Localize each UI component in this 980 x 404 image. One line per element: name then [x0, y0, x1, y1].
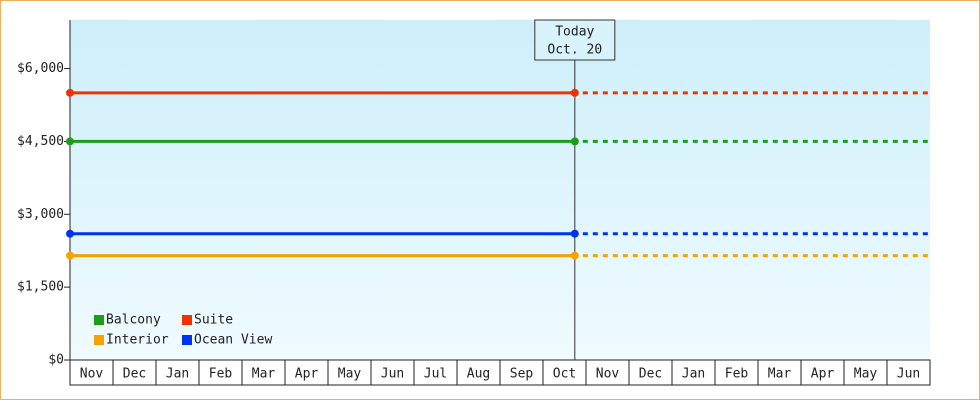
- x-cell: [542, 359, 587, 386]
- x-cell: [800, 359, 845, 386]
- point: [66, 137, 74, 146]
- x-tick-label: May: [338, 367, 362, 382]
- x-tick-label: Jun: [897, 367, 920, 382]
- legend-label: Suite: [194, 313, 233, 328]
- x-tick-label: Oct: [553, 367, 576, 382]
- x-cell: [456, 359, 501, 386]
- x-cell: [757, 359, 802, 386]
- point: [570, 229, 579, 238]
- x-tick-label: Jan: [682, 367, 705, 382]
- legend-swatch: [94, 315, 104, 325]
- point: [66, 229, 74, 238]
- x-tick-label: Apr: [811, 367, 835, 382]
- x-tick-label: Feb: [725, 367, 749, 382]
- x-cell: [370, 359, 415, 386]
- x-tick-label: Aug: [467, 367, 490, 382]
- legend-label: Balcony: [106, 313, 161, 328]
- y-tick-label: $6,000: [17, 61, 64, 76]
- annotation: Today: [555, 25, 594, 40]
- x-tick-label: Feb: [209, 367, 233, 382]
- y-tick-label: $0: [48, 353, 64, 368]
- legend-swatch: [182, 335, 192, 345]
- x-cell: [628, 359, 673, 386]
- annotation-box: [534, 19, 616, 61]
- x-tick-label: Nov: [596, 367, 620, 382]
- x-tick-label: Jun: [381, 367, 404, 382]
- x-cell: [284, 359, 329, 386]
- legend-label: Interior: [106, 333, 169, 348]
- x-tick-label: Sep: [510, 367, 534, 382]
- x-cell: [886, 359, 931, 386]
- point: [570, 137, 579, 146]
- x-tick-label: Jan: [166, 367, 189, 382]
- x-tick-label: Dec: [123, 367, 146, 382]
- x-cell: [112, 359, 157, 386]
- x-cell: [843, 359, 888, 386]
- x-tick-label: Jul: [424, 367, 447, 382]
- legend-swatch: [94, 335, 104, 345]
- plot-area: [70, 20, 930, 360]
- point: [570, 88, 579, 97]
- legend-label: Ocean View: [194, 333, 272, 348]
- x-tick-label: Apr: [295, 367, 319, 382]
- legend-swatch: [182, 315, 192, 325]
- x-tick-label: Nov: [80, 367, 104, 382]
- x-tick-label: May: [854, 367, 878, 382]
- annotation: Oct. 20: [547, 43, 602, 58]
- x-tick-label: Dec: [639, 367, 662, 382]
- x-cell: [198, 359, 243, 386]
- point: [66, 88, 74, 97]
- x-cell: [671, 359, 716, 386]
- x-tick-label: Mar: [768, 367, 792, 382]
- y-tick-label: $3,000: [17, 207, 64, 222]
- y-tick-label: $1,500: [17, 280, 64, 295]
- x-tick-label: Mar: [252, 367, 276, 382]
- point: [570, 251, 579, 260]
- y-tick-label: $4,500: [17, 134, 64, 149]
- point: [66, 251, 74, 260]
